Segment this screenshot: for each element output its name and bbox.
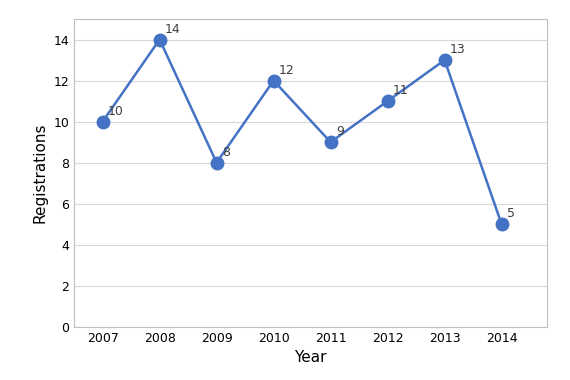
Text: 12: 12 [279,63,295,77]
Text: 13: 13 [450,43,466,56]
Text: 14: 14 [165,22,181,36]
Text: 8: 8 [222,146,230,159]
Text: 9: 9 [336,125,344,138]
Text: 5: 5 [507,207,515,220]
Text: 11: 11 [393,84,409,97]
X-axis label: Year: Year [294,350,327,365]
Text: 10: 10 [108,105,124,118]
Y-axis label: Registrations: Registrations [33,123,48,223]
